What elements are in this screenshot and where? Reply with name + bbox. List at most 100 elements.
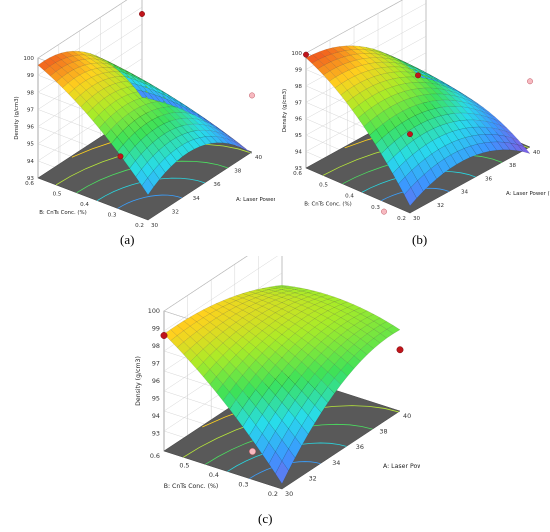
z-tick-label: 99: [152, 325, 160, 333]
z-tick-label: 94: [152, 412, 160, 420]
z-tick-label: 95: [27, 142, 35, 148]
z-tick-label: 97: [27, 107, 35, 113]
panel-label-a: (a): [120, 232, 135, 247]
z-tick-label: 100: [23, 56, 34, 62]
y-tick-label: 0.6: [25, 181, 34, 187]
y-tick-label: 0.4: [345, 194, 354, 200]
y-axis-label: B: CnTs Conc. (%): [39, 210, 87, 216]
x-tick-label: 40: [533, 150, 541, 156]
z-tick-label: 98: [152, 342, 160, 350]
design-points: [117, 11, 255, 160]
z-tick-label: 99: [27, 73, 35, 79]
axes: 93 94 95 96 97 98 99 100 Density (g/cm3) 30 32 34 36…: [135, 307, 420, 498]
z-axis-label: Density (g/cm3): [282, 89, 288, 132]
x-tick-label: 38: [234, 169, 242, 175]
surface-plot-b: 93 94 95 96 97 98 99 100 Density (g/cm3) 30 32 34 36…: [282, 0, 550, 222]
x-tick-label: 30: [285, 490, 293, 498]
axes: 93 94 95 96 97 98 99 100 Density (g/cm3) 30 32 34 36…: [282, 51, 550, 222]
x-tick-label: 34: [332, 459, 340, 467]
x-axis-label: A: Laser Power (W): [506, 191, 550, 197]
y-tick-label: 0.2: [135, 223, 144, 229]
y-tick-label: 0.5: [179, 462, 189, 470]
design-point: [160, 332, 168, 339]
response-surface: [305, 45, 531, 207]
x-axis-label: A: Laser Power (W): [383, 463, 420, 470]
y-tick-label: 0.6: [150, 452, 160, 460]
y-tick-label: 0.5: [319, 182, 328, 188]
surface-cell: [240, 144, 253, 154]
z-tick-label: 93: [27, 176, 35, 182]
surface-cell: [386, 325, 401, 334]
y-tick-label: 0.4: [80, 202, 89, 208]
z-tick-label: 95: [295, 133, 303, 139]
response-surface: [163, 285, 401, 485]
z-axis-label: Density (g/cm3): [14, 96, 20, 139]
surface-cell: [517, 144, 531, 154]
y-tick-label: 0.6: [293, 171, 302, 177]
surface-cell: [135, 89, 149, 99]
y-axis-label: B: CnTs Conc. (%): [304, 202, 352, 208]
z-tick-label: 100: [148, 307, 160, 315]
surface-cell: [494, 119, 507, 129]
x-tick-label: 32: [437, 203, 444, 209]
design-point: [117, 153, 124, 160]
surface-cell: [160, 96, 173, 107]
x-tick-label: 36: [356, 443, 364, 451]
x-tick-label: 40: [255, 155, 263, 161]
design-point: [249, 448, 256, 455]
design-point: [249, 92, 255, 99]
x-tick-label: 36: [213, 182, 221, 188]
surface-plot-c: 93 94 95 96 97 98 99 100 Density (g/cm3) 30 32 34 36…: [135, 256, 420, 498]
z-tick-label: 100: [291, 51, 302, 57]
design-point: [396, 346, 404, 354]
x-tick-label: 32: [172, 209, 179, 215]
z-tick-label: 99: [295, 67, 303, 73]
surface-cell: [197, 114, 210, 124]
y-tick-label: 0.4: [209, 471, 219, 479]
panel-label-c: (c): [258, 511, 273, 526]
x-tick-label: 32: [309, 474, 317, 482]
panel-a: 93 94 95 96 97 98 99 100 Density (g/cm3) 30 32 34 36…: [0, 0, 275, 230]
y-tick-label: 0.3: [371, 205, 380, 211]
x-tick-label: 40: [403, 412, 411, 420]
surface-cell: [233, 139, 246, 149]
x-tick-label: 38: [509, 163, 517, 169]
surface-cell: [488, 113, 502, 123]
contour-line: [117, 194, 182, 209]
x-tick-label: 34: [461, 190, 469, 196]
design-points: [303, 51, 533, 215]
design-point: [407, 131, 413, 138]
x-tick-label: 36: [485, 176, 493, 182]
design-point: [303, 51, 309, 58]
surface-cell: [301, 289, 315, 293]
z-tick-label: 94: [27, 159, 35, 165]
x-axis-label: A: Laser Power (W): [236, 197, 275, 203]
z-axis-label: Density (g/cm3): [135, 356, 142, 406]
z-tick-label: 93: [295, 166, 303, 172]
z-tick-label: 98: [295, 84, 303, 90]
panel-c: 93 94 95 96 97 98 99 100 Density (g/cm3) 30 32 34 36…: [120, 256, 420, 506]
y-tick-label: 0.5: [53, 192, 62, 198]
panel-b: 93 94 95 96 97 98 99 100 Density (g/cm3) 30 32 34 36…: [280, 0, 550, 230]
z-tick-label: 96: [27, 125, 35, 131]
surface-cell: [471, 99, 484, 108]
x-tick-label: 38: [379, 428, 387, 436]
z-tick-label: 94: [295, 150, 303, 156]
z-tick-label: 97: [295, 100, 303, 106]
y-axis-label: B: CnTs Conc. (%): [164, 483, 219, 490]
y-tick-label: 0.3: [108, 213, 117, 219]
surface-cell: [215, 126, 228, 136]
axes: 93 94 95 96 97 98 99 100 Density (g/cm3) 30 32 34 36…: [14, 56, 275, 229]
response-surface: [37, 50, 253, 196]
design-point: [139, 11, 145, 17]
design-point: [527, 78, 533, 85]
surface-cell: [142, 90, 155, 101]
surface-plot-a: 93 94 95 96 97 98 99 100 Density (g/cm3) 30 32 34 36…: [14, 0, 275, 229]
design-points: [160, 332, 404, 455]
surface-cell: [166, 99, 179, 109]
x-tick-label: 34: [193, 196, 201, 202]
x-tick-label: 30: [413, 216, 421, 222]
z-tick-label: 98: [27, 90, 35, 96]
z-tick-label: 96: [295, 117, 303, 123]
panel-label-b: (b): [412, 232, 428, 247]
